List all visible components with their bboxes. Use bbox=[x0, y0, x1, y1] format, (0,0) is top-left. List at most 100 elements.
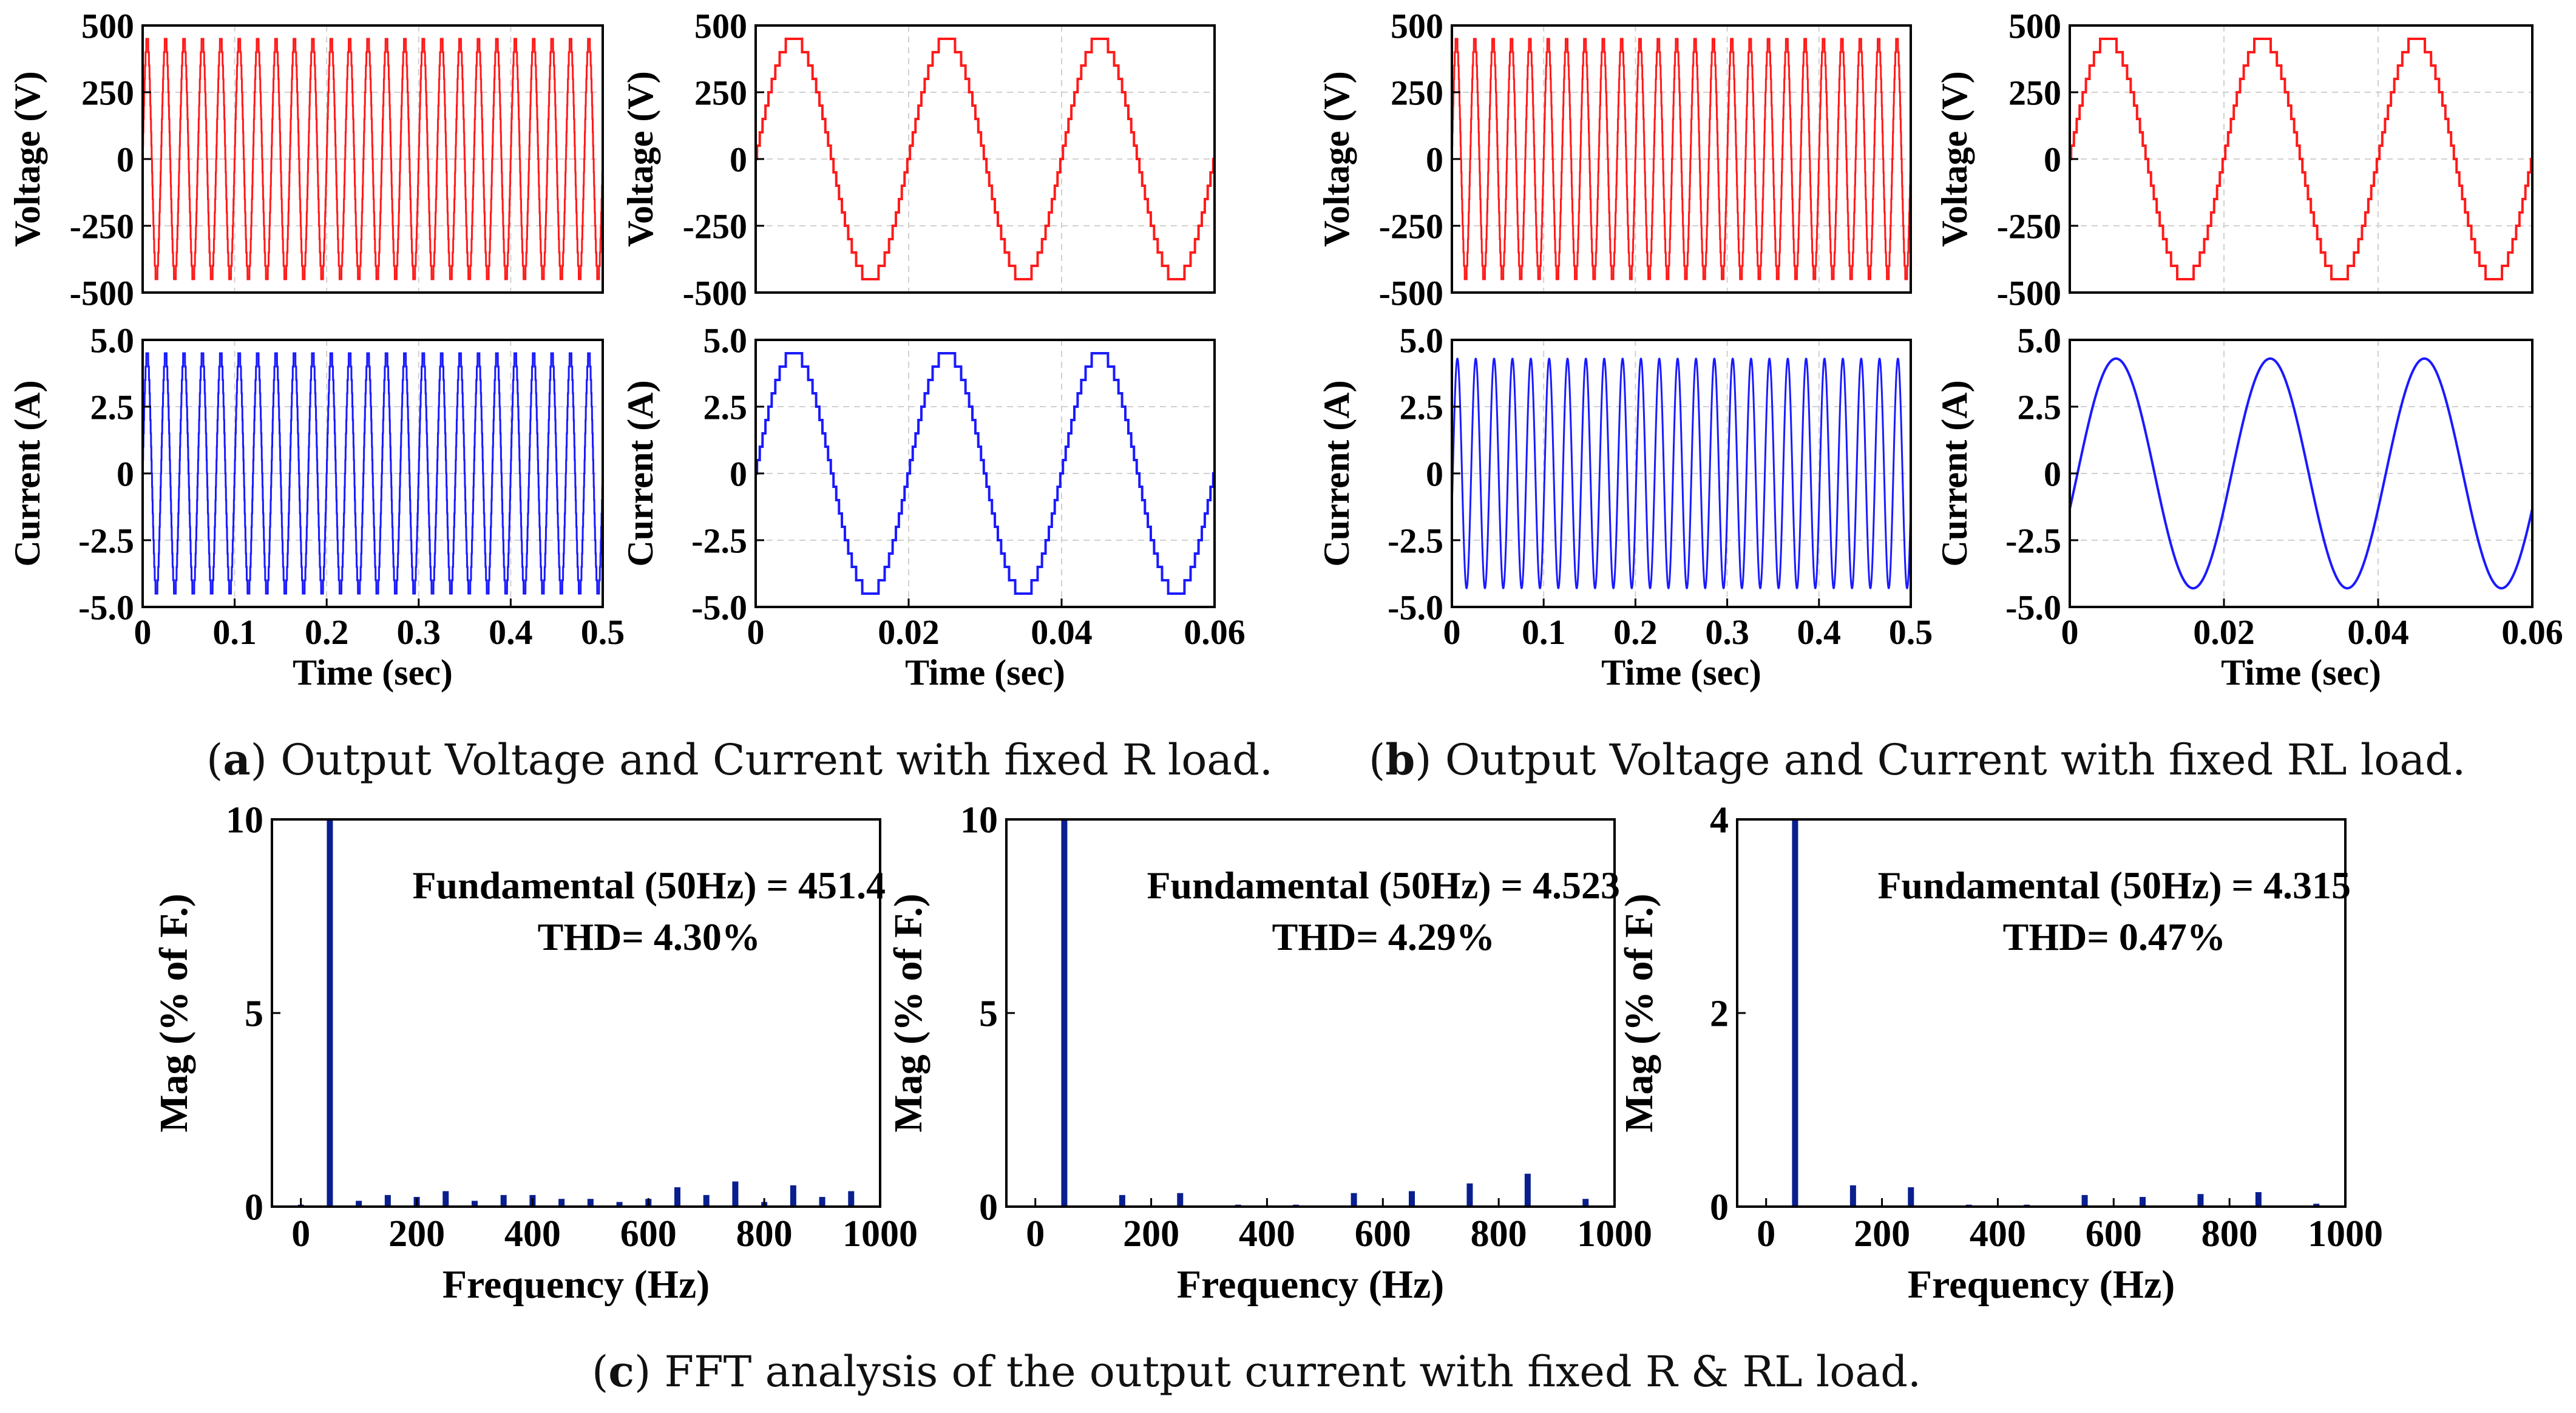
fft-bar bbox=[1061, 819, 1068, 1207]
x-tick-label: 0.5 bbox=[1889, 612, 1933, 652]
y-tick-label: 0 bbox=[1710, 1187, 1729, 1228]
x-tick-label: 200 bbox=[388, 1213, 445, 1255]
x-axis-label: Time (sec) bbox=[293, 652, 453, 693]
caption-b: (b) Output Voltage and Current with fixe… bbox=[1369, 734, 2466, 785]
y-tick-label: 5.0 bbox=[90, 320, 135, 360]
x-tick-label: 200 bbox=[1854, 1213, 1910, 1255]
x-axis-label: Time (sec) bbox=[905, 652, 1065, 693]
y-tick-label: 0 bbox=[2044, 140, 2061, 179]
x-tick-label: 600 bbox=[2086, 1213, 2142, 1255]
y-axis-label: Mag (% of F.) bbox=[152, 893, 196, 1133]
fft-fundamental-label: Fundamental (50Hz) = 4.523 bbox=[1147, 864, 1620, 907]
fft-thd-label: THD= 4.29% bbox=[1272, 915, 1495, 958]
fft-bar bbox=[1409, 1191, 1415, 1207]
y-tick-label: 250 bbox=[2008, 73, 2061, 112]
y-axis-label: Voltage (V) bbox=[7, 71, 47, 246]
y-tick-label: 2 bbox=[1710, 994, 1729, 1035]
caption-a-letter: a bbox=[223, 734, 251, 785]
y-tick-label: 250 bbox=[1391, 73, 1443, 112]
fft-bar bbox=[558, 1199, 565, 1207]
y-tick-label: 2.5 bbox=[703, 387, 748, 427]
y-axis-label: Current (A) bbox=[1317, 380, 1357, 566]
y-tick-label: 5.0 bbox=[2018, 320, 2062, 360]
fft-bar bbox=[1582, 1199, 1589, 1207]
y-tick-label: -5.0 bbox=[78, 588, 134, 627]
fft-bar bbox=[703, 1194, 710, 1207]
fft-bar bbox=[1792, 819, 1798, 1207]
fft-thd-label: THD= 4.30% bbox=[538, 915, 761, 958]
fft-bar bbox=[1849, 1185, 1856, 1207]
fft-bar bbox=[732, 1181, 739, 1207]
x-tick-label: 400 bbox=[1970, 1213, 2026, 1255]
y-tick-label: 0 bbox=[117, 140, 134, 179]
y-tick-label: 0 bbox=[245, 1187, 263, 1228]
x-tick-label: 0.02 bbox=[878, 612, 940, 652]
fft-bar bbox=[674, 1187, 680, 1207]
x-axis-label: Frequency (Hz) bbox=[1908, 1262, 2175, 1307]
x-tick-label: 0.2 bbox=[1613, 612, 1658, 652]
chart-c-fft-1: 0 5 10 0 200 400 600 800 1000 Mag (% of F.) Freque… bbox=[152, 800, 918, 1307]
fft-bar bbox=[2255, 1192, 2262, 1207]
fft-bar bbox=[848, 1191, 855, 1207]
fft-fundamental-label: Fundamental (50Hz) = 4.315 bbox=[1877, 864, 2351, 907]
fft-bar bbox=[1908, 1187, 1914, 1207]
chart-b-current-full: -5.0 -2.5 0 2.5 5.0 0 0.1 0.2 0.3 0.4 0.5 Current (… bbox=[1317, 320, 1933, 693]
x-tick-label: 600 bbox=[1355, 1213, 1411, 1255]
y-tick-label: 0 bbox=[2044, 454, 2061, 493]
y-tick-label: 250 bbox=[81, 73, 134, 112]
x-axis-label: Frequency (Hz) bbox=[442, 1262, 710, 1307]
caption-c-letter: c bbox=[608, 1346, 634, 1397]
x-tick-label: 200 bbox=[1123, 1213, 1179, 1255]
y-tick-label: 10 bbox=[226, 800, 263, 841]
y-tick-label: 5 bbox=[245, 994, 263, 1035]
y-tick-label: -2.5 bbox=[2005, 521, 2061, 560]
x-tick-label: 0.3 bbox=[397, 612, 441, 652]
fft-bar bbox=[616, 1202, 623, 1207]
series-line-voltage bbox=[141, 38, 604, 280]
fft-bar bbox=[819, 1197, 825, 1207]
x-tick-label: 0 bbox=[1757, 1213, 1775, 1255]
chart-a-current-zoom: -5.0 -2.5 0 2.5 5.0 0 0.02 0.04 0.06 Current (A) T… bbox=[620, 320, 1246, 693]
y-tick-label: 0 bbox=[1426, 140, 1443, 179]
fft-bar bbox=[2313, 1204, 2320, 1207]
y-tick-label: 0 bbox=[979, 1187, 998, 1228]
y-tick-label: 10 bbox=[960, 800, 998, 841]
x-tick-label: 0 bbox=[134, 612, 152, 652]
fft-thd-label: THD= 0.47% bbox=[2003, 915, 2226, 958]
chart-a-voltage-full: -500 -250 0 250 500 Voltage (V) bbox=[7, 6, 604, 313]
x-tick-label: 0 bbox=[747, 612, 765, 652]
y-tick-label: 2.5 bbox=[90, 387, 135, 427]
fft-fundamental-label: Fundamental (50Hz) = 451.4 bbox=[412, 864, 886, 907]
fft-bar bbox=[2197, 1194, 2204, 1207]
fft-bar bbox=[1119, 1194, 1125, 1207]
x-tick-label: 400 bbox=[504, 1213, 561, 1255]
y-tick-label: 250 bbox=[694, 73, 747, 112]
x-tick-label: 0 bbox=[2061, 612, 2079, 652]
fft-bar bbox=[442, 1191, 449, 1207]
x-tick-label: 0.4 bbox=[489, 612, 533, 652]
y-tick-label: 2.5 bbox=[1400, 387, 1444, 427]
caption-a: (a) Output Voltage and Current with fixe… bbox=[206, 734, 1273, 785]
chart-b-voltage-zoom: -500 -250 0 250 500 Voltage (V) bbox=[1934, 6, 2534, 313]
fft-bar bbox=[472, 1201, 478, 1207]
series-line-current bbox=[2069, 357, 2534, 590]
y-tick-label: 0 bbox=[1426, 454, 1443, 493]
chart-a-voltage-zoom: -500 -250 0 250 500 Voltage (V) bbox=[620, 6, 1216, 313]
x-tick-label: 1000 bbox=[1577, 1213, 1652, 1255]
chart-b-voltage-full: -500 -250 0 250 500 Voltage (V) bbox=[1317, 6, 1912, 313]
fft-bar bbox=[1177, 1193, 1184, 1207]
x-tick-label: 400 bbox=[1239, 1213, 1295, 1255]
caption-a-text: Output Voltage and Current with fixed R … bbox=[280, 735, 1273, 785]
y-tick-label: 0 bbox=[117, 454, 134, 493]
x-tick-label: 0.3 bbox=[1705, 612, 1749, 652]
fft-bar bbox=[1524, 1173, 1531, 1207]
fft-bar bbox=[2081, 1194, 2088, 1207]
y-tick-label: -250 bbox=[1379, 206, 1443, 246]
x-tick-label: 0 bbox=[1026, 1213, 1045, 1255]
x-tick-label: 1000 bbox=[842, 1213, 918, 1255]
x-tick-label: 0.4 bbox=[1797, 612, 1842, 652]
x-tick-label: 0.06 bbox=[2501, 612, 2563, 652]
chart-c-fft-2: 0 5 10 0 200 400 600 800 1000 Mag (% of F.) Freque… bbox=[886, 800, 1652, 1307]
series-line-voltage bbox=[2070, 38, 2532, 280]
x-tick-label: 0.1 bbox=[1522, 612, 1566, 652]
